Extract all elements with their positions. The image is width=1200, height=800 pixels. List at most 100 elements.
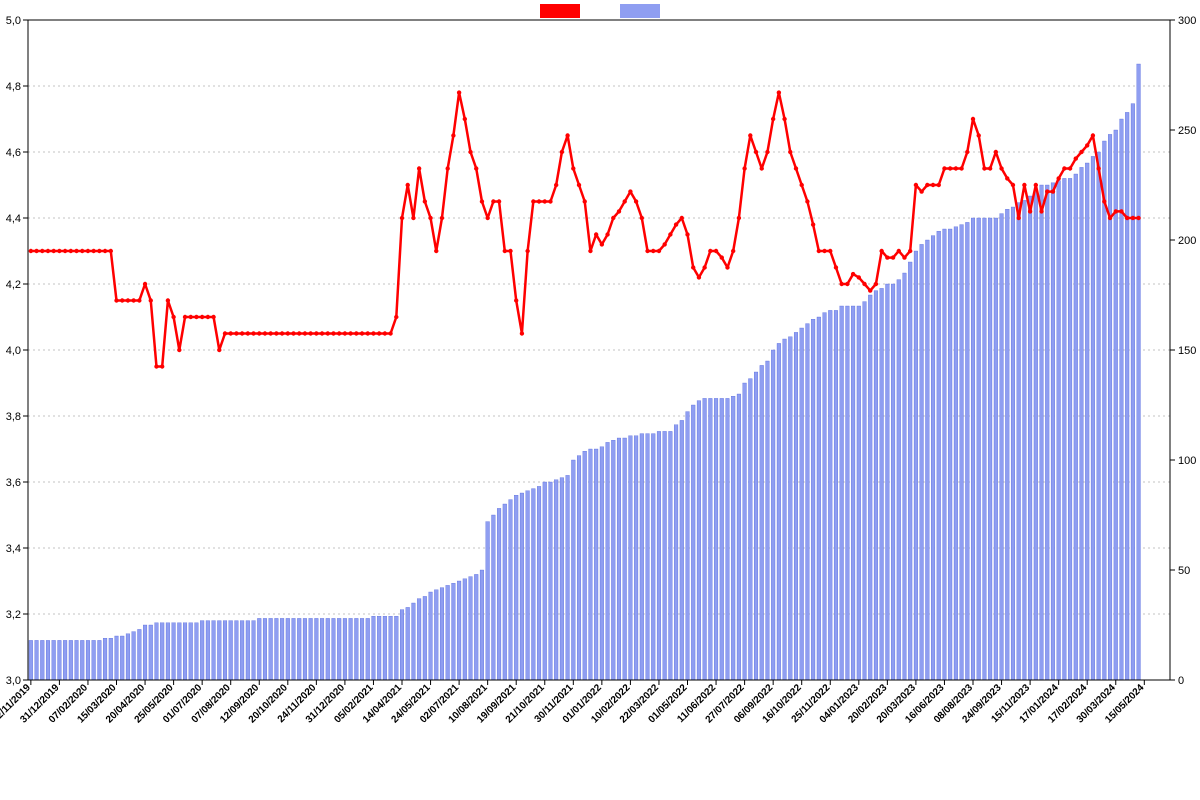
line-marker <box>674 222 678 226</box>
bar <box>98 640 102 680</box>
bar <box>583 451 587 680</box>
line-marker <box>834 265 838 269</box>
bar <box>766 361 770 680</box>
bar <box>531 489 535 680</box>
bar <box>925 240 929 680</box>
y-left-tick-label: 4,8 <box>6 81 21 93</box>
line-marker <box>331 331 335 335</box>
line-marker <box>959 166 963 170</box>
line-marker <box>902 255 906 259</box>
line-marker <box>257 331 261 335</box>
bar <box>880 288 884 680</box>
line-marker <box>1096 166 1100 170</box>
bar <box>920 244 924 680</box>
line-marker <box>811 222 815 226</box>
bar <box>651 434 655 680</box>
bar <box>674 425 678 680</box>
y-right-tick-label: 300 <box>1178 15 1196 27</box>
bar <box>1120 119 1124 680</box>
line-marker <box>914 183 918 187</box>
bar <box>92 640 96 680</box>
line-marker <box>994 150 998 154</box>
bar <box>617 438 621 680</box>
line-marker <box>662 242 666 246</box>
bar <box>360 618 364 680</box>
line-marker <box>1039 209 1043 213</box>
line-marker <box>560 150 564 154</box>
line-marker <box>497 199 501 203</box>
line-marker <box>160 364 164 368</box>
bar <box>29 640 33 680</box>
line-marker <box>308 331 312 335</box>
bar <box>823 313 827 680</box>
line-marker <box>1119 209 1123 213</box>
line-marker <box>765 150 769 154</box>
line-marker <box>103 249 107 253</box>
line-marker <box>143 282 147 286</box>
line-marker <box>314 331 318 335</box>
bar <box>737 394 741 680</box>
line-marker <box>1131 216 1135 220</box>
line-marker <box>406 183 410 187</box>
bar <box>783 339 787 680</box>
bar <box>811 319 815 680</box>
bar <box>423 596 427 680</box>
bar <box>777 343 781 680</box>
bar <box>771 350 775 680</box>
line-marker <box>800 183 804 187</box>
bar <box>252 621 256 680</box>
bar <box>223 621 227 680</box>
line-marker <box>691 265 695 269</box>
bar <box>640 434 644 680</box>
bar <box>217 621 221 680</box>
line-marker <box>885 255 889 259</box>
line-marker <box>845 282 849 286</box>
line-marker <box>463 117 467 121</box>
line-marker <box>200 315 204 319</box>
bar <box>280 618 284 680</box>
bar <box>463 579 467 680</box>
bar <box>863 302 867 680</box>
line-marker <box>531 199 535 203</box>
line-marker <box>337 331 341 335</box>
bar <box>366 618 370 680</box>
line-marker <box>879 249 883 253</box>
bar <box>577 456 581 680</box>
line-marker <box>605 232 609 236</box>
line-marker <box>622 199 626 203</box>
bar <box>474 574 478 680</box>
line-marker <box>942 166 946 170</box>
legend-swatch <box>620 4 660 18</box>
bar <box>1017 203 1021 680</box>
line-marker <box>742 166 746 170</box>
bar <box>246 621 250 680</box>
bar <box>46 640 50 680</box>
line-marker <box>400 216 404 220</box>
line-marker <box>571 166 575 170</box>
line-marker <box>280 331 284 335</box>
line-marker <box>777 90 781 94</box>
bar <box>994 218 998 680</box>
bar <box>383 616 387 680</box>
bar <box>914 251 918 680</box>
bar <box>343 618 347 680</box>
bar <box>35 640 39 680</box>
line-marker <box>577 183 581 187</box>
line-marker <box>600 242 604 246</box>
bar <box>754 372 758 680</box>
line-marker <box>274 331 278 335</box>
bar <box>503 504 507 680</box>
bar <box>623 438 627 680</box>
line-marker <box>857 275 861 279</box>
y-left-tick-label: 4,4 <box>6 213 21 225</box>
line-marker <box>1085 143 1089 147</box>
bar <box>58 640 62 680</box>
bar <box>703 398 707 680</box>
bar <box>172 623 176 680</box>
line-marker <box>908 249 912 253</box>
line-marker <box>668 232 672 236</box>
line-marker <box>760 166 764 170</box>
line-marker <box>457 90 461 94</box>
line-marker <box>822 249 826 253</box>
line-marker <box>46 249 50 253</box>
